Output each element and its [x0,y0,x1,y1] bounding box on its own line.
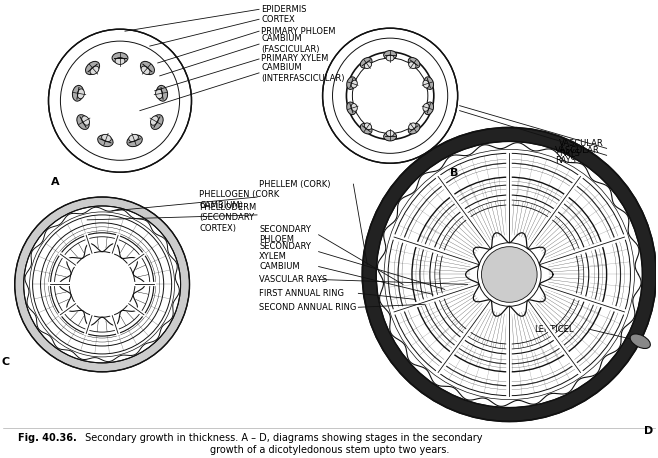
Ellipse shape [361,58,372,68]
Ellipse shape [101,134,111,142]
Ellipse shape [351,80,357,88]
Ellipse shape [386,131,394,136]
Circle shape [478,243,541,306]
Text: PRIMARY PHLOEM: PRIMARY PHLOEM [261,27,336,36]
Ellipse shape [347,77,356,89]
Text: SECONDARY
PHLOEM: SECONDARY PHLOEM [259,225,311,245]
Ellipse shape [365,62,372,69]
Text: Fig. 40.36.: Fig. 40.36. [18,433,76,443]
Text: PHELLODERM
(SECONDARY
CORTEX): PHELLODERM (SECONDARY CORTEX) [199,203,257,233]
Ellipse shape [408,124,420,134]
Ellipse shape [82,116,89,125]
Text: PRIMARY XYLEM: PRIMARY XYLEM [261,55,328,64]
Ellipse shape [151,114,163,130]
Ellipse shape [157,85,168,101]
Ellipse shape [409,62,416,69]
Text: CAMBIUM
(INTERFASCICULAR): CAMBIUM (INTERFASCICULAR) [261,63,345,82]
Ellipse shape [424,77,434,89]
Circle shape [14,197,190,372]
Text: VASCULAR
RAYS: VASCULAR RAYS [559,139,603,158]
Ellipse shape [351,104,357,111]
Ellipse shape [630,334,650,349]
Text: A: A [51,177,59,187]
Text: C: C [1,357,10,367]
Ellipse shape [78,89,84,99]
Ellipse shape [409,123,416,130]
Text: FIRST ANNUAL RING: FIRST ANNUAL RING [259,289,344,298]
Circle shape [49,29,191,172]
Ellipse shape [141,66,150,75]
Ellipse shape [129,134,138,142]
Ellipse shape [361,124,372,134]
Ellipse shape [347,102,356,114]
Ellipse shape [127,135,142,147]
Ellipse shape [365,123,372,130]
Text: VASCULAR
RAYS: VASCULAR RAYS [555,146,599,165]
Ellipse shape [408,58,420,68]
Circle shape [69,251,135,317]
Circle shape [482,247,537,302]
Ellipse shape [97,135,113,147]
Text: CORTEX: CORTEX [261,15,295,24]
Text: Secondary growth in thickness. A – D, diagrams showing stages in the secondary: Secondary growth in thickness. A – D, di… [82,433,483,443]
Ellipse shape [423,104,429,111]
Ellipse shape [72,85,84,101]
Text: PHELLEM (CORK): PHELLEM (CORK) [259,180,330,189]
Ellipse shape [155,89,163,99]
Ellipse shape [77,114,89,130]
Text: CAMBIUM
(FASCICULAR): CAMBIUM (FASCICULAR) [261,34,320,54]
Ellipse shape [423,80,429,88]
Ellipse shape [386,55,394,61]
Text: D: D [644,426,653,436]
Text: VASCULAR RAYS: VASCULAR RAYS [259,275,327,284]
Ellipse shape [424,102,434,114]
Text: PHELLOGEN (CORK
CAMBIUM): PHELLOGEN (CORK CAMBIUM) [199,191,280,210]
Text: SECONDARY
XYLEM: SECONDARY XYLEM [259,242,311,262]
Ellipse shape [384,132,397,141]
Ellipse shape [151,116,159,125]
Text: EPIDERMIS: EPIDERMIS [261,5,307,14]
Circle shape [322,28,458,163]
Ellipse shape [384,50,397,60]
Text: LENTICEL: LENTICEL [534,325,574,333]
Text: B: B [449,168,458,178]
Ellipse shape [115,58,125,65]
Ellipse shape [86,61,99,75]
Ellipse shape [90,66,99,75]
Text: SECOND ANNUAL RING: SECOND ANNUAL RING [259,303,357,312]
Ellipse shape [112,53,128,64]
Text: CAMBIUM: CAMBIUM [259,262,299,271]
Ellipse shape [140,61,155,75]
Circle shape [363,127,656,421]
Text: growth of a dicotyledonous stem upto two years.: growth of a dicotyledonous stem upto two… [210,445,449,455]
